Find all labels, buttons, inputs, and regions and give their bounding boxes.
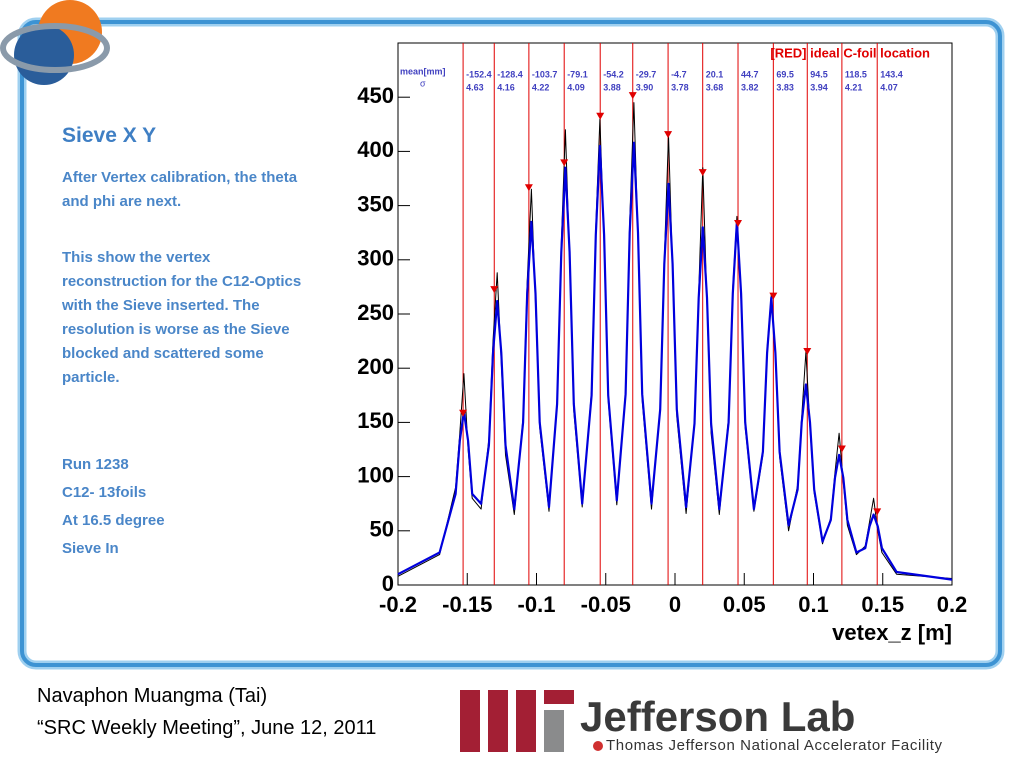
y-tick-label: 300: [357, 246, 394, 271]
foil-marker: [664, 131, 673, 139]
y-tick-label: 100: [357, 462, 394, 487]
fit-sigma-header: σ: [420, 78, 426, 88]
x-tick-label: 0.2: [937, 592, 968, 617]
y-tick-label: 350: [357, 191, 394, 216]
fit-mean: 20.1: [706, 69, 724, 79]
mit-logo-bar: [460, 690, 480, 752]
fit-mean: 94.5: [810, 69, 828, 79]
logo-dot: [593, 741, 603, 751]
y-tick-label: 0: [382, 571, 394, 596]
y-tick-label: 250: [357, 300, 394, 325]
detail: Sieve In: [62, 540, 119, 557]
fit-mean: -54.2: [603, 69, 624, 79]
slide-title: Sieve X Y: [62, 124, 157, 147]
fit-sigma: 4.16: [497, 82, 515, 92]
fit-mean-header: mean[mm]: [400, 66, 446, 76]
paragraph: After Vertex calibration, the theta and …: [62, 169, 298, 210]
fit-sigma: 3.94: [810, 82, 828, 92]
foil-marker: [628, 92, 637, 100]
frame: [20, 20, 1002, 667]
mit-logo-bar: [516, 690, 536, 752]
fit-mean: 118.5: [845, 69, 867, 79]
x-tick-label: 0.05: [723, 592, 766, 617]
y-tick-label: 50: [370, 517, 394, 542]
fit-mean: -128.4: [497, 69, 523, 79]
detail: Run 1238: [62, 456, 129, 473]
fit-sigma: 4.22: [532, 82, 550, 92]
logo-text: Jefferson Lab: [580, 693, 855, 740]
fit-sigma: 3.90: [636, 82, 654, 92]
y-tick-label: 200: [357, 354, 394, 379]
fit-mean: 69.5: [776, 69, 794, 79]
foil-marker: [803, 347, 812, 355]
fit-sigma: 3.82: [741, 82, 759, 92]
fit-sigma: 3.83: [776, 82, 794, 92]
mit-logo-bar: [544, 710, 564, 752]
fit-sigma: 4.09: [567, 82, 585, 92]
x-tick-label: 0.15: [861, 592, 904, 617]
fit-sigma: 4.21: [845, 82, 863, 92]
x-tick-label: -0.2: [379, 592, 417, 617]
fit-sigma: 3.78: [671, 82, 689, 92]
fit-curve: [397, 141, 953, 581]
y-tick-label: 450: [357, 83, 394, 108]
fit-sigma: 4.63: [466, 82, 484, 92]
mit-logo-bar: [488, 690, 508, 752]
fit-mean: -79.1: [567, 69, 588, 79]
fit-sigma: 4.07: [880, 82, 898, 92]
x-tick-label: -0.05: [581, 592, 631, 617]
x-tick-label: 0.1: [798, 592, 829, 617]
fit-mean: -29.7: [636, 69, 657, 79]
foil-marker: [524, 184, 533, 192]
x-axis-label: vetex_z [m]: [832, 620, 952, 645]
paragraph: This show the vertex reconstruction for …: [62, 249, 302, 386]
logo-orb: [14, 25, 74, 85]
foil-marker: [698, 169, 707, 177]
x-tick-label: 0: [669, 592, 681, 617]
foil-marker: [459, 409, 468, 417]
foil-marker: [734, 220, 743, 228]
logo-subtitle: Thomas Jefferson National Accelerator Fa…: [606, 737, 943, 754]
fit-sigma: 3.88: [603, 82, 621, 92]
detail: C12- 13foils: [62, 484, 147, 501]
foil-marker: [490, 286, 499, 294]
foil-marker: [837, 445, 846, 453]
y-tick-label: 150: [357, 408, 394, 433]
fit-mean: 143.4: [880, 69, 903, 79]
foil-marker: [560, 159, 569, 167]
legend: [RED] ideal C-foil location: [770, 45, 930, 60]
fit-mean: 44.7: [741, 69, 759, 79]
footer: Navaphon Muangma (Tai) “SRC Weekly Meeti…: [37, 680, 422, 744]
foil-marker: [873, 508, 882, 516]
y-tick-label: 400: [357, 137, 394, 162]
x-tick-label: -0.15: [442, 592, 492, 617]
fit-mean: -4.7: [671, 69, 687, 79]
foil-marker: [596, 112, 605, 120]
meeting: “SRC Weekly Meeting”, June 12, 2011: [37, 717, 377, 739]
author: Navaphon Muangma (Tai): [37, 685, 268, 707]
logo-ring: [0, 23, 110, 73]
fit-mean: -103.7: [532, 69, 558, 79]
mit-logo-bar: [544, 690, 574, 704]
fit-sigma: 3.68: [706, 82, 724, 92]
foil-marker: [769, 292, 778, 300]
detail: At 16.5 degree: [62, 512, 165, 529]
x-tick-label: -0.1: [518, 592, 556, 617]
fit-mean: -152.4: [466, 69, 492, 79]
